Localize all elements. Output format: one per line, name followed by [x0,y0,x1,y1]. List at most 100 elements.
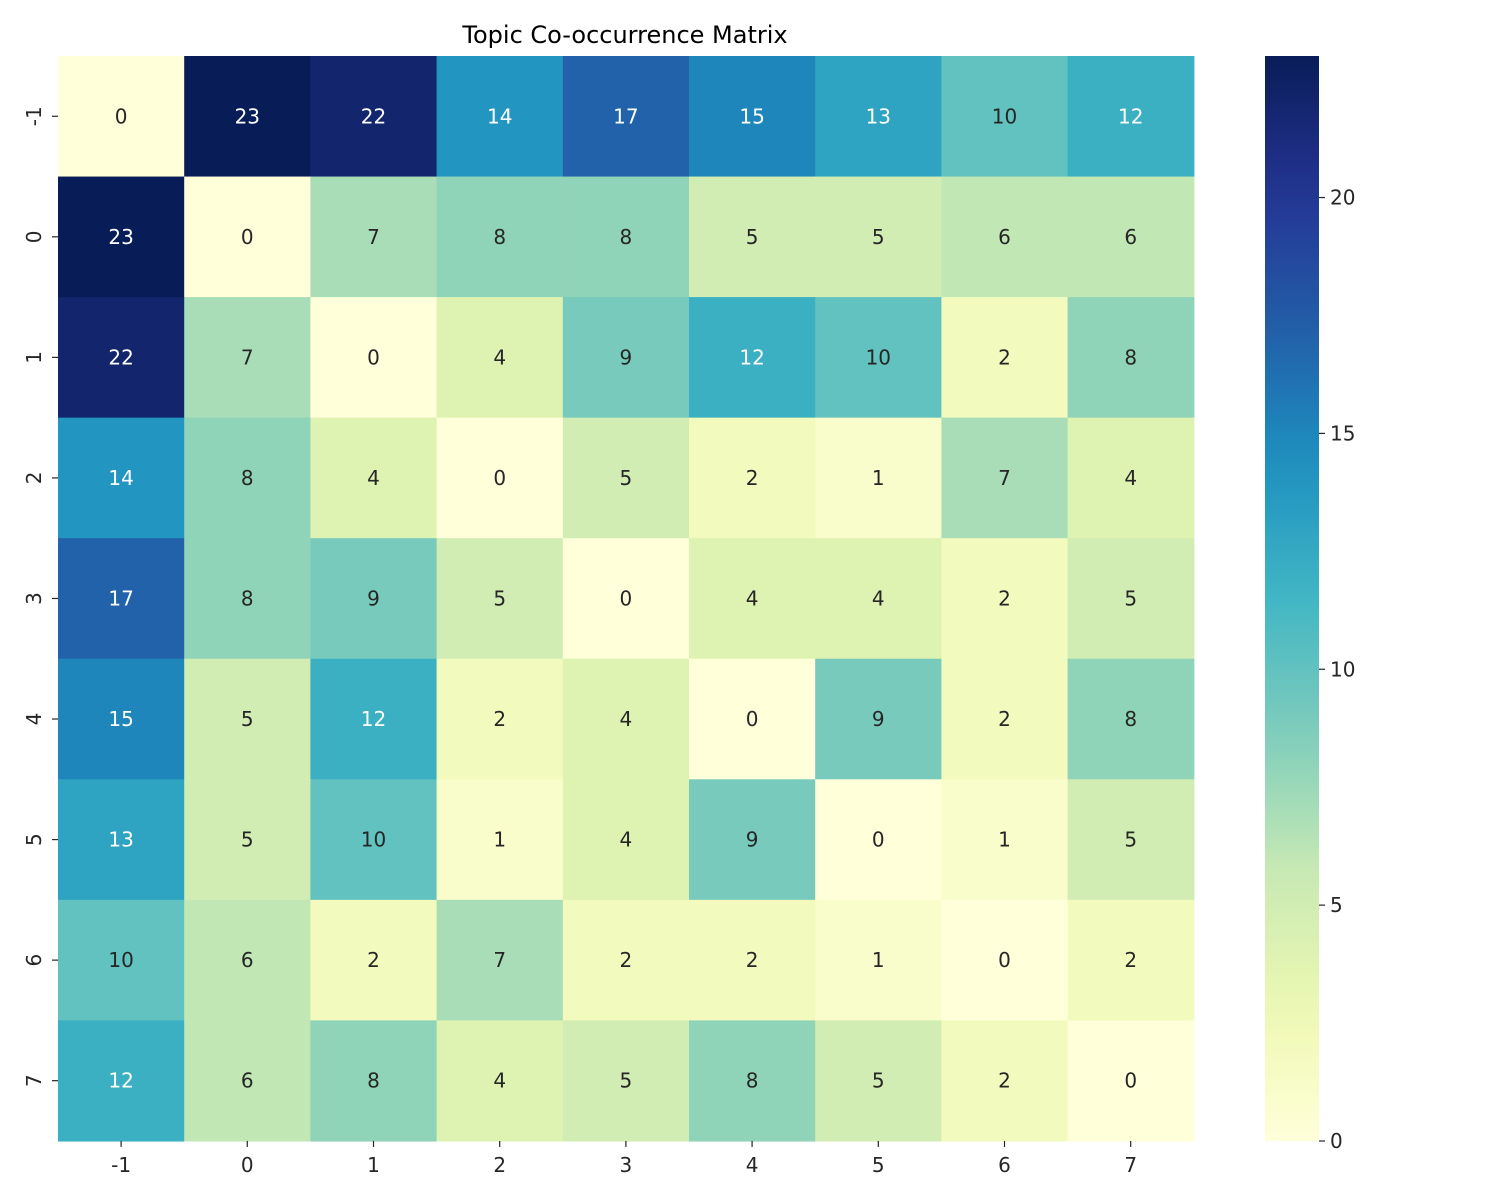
heatmap-cell [689,297,816,419]
heatmap-cell [310,899,438,1021]
heatmap-cell [689,658,816,780]
heatmap-cell [310,417,438,539]
cell-value-label: 2 [746,466,759,490]
cell-value-label: 15 [108,707,133,731]
heatmap-cell [941,297,1069,419]
cell-value-label: 13 [108,828,133,852]
y-axis: -1 0 1 2 3 4 5 6 7 [22,106,58,1087]
cell-value-label: 0 [746,707,759,731]
heatmap-cell [310,176,438,298]
cell-value-label: 12 [1118,104,1143,128]
heatmap-cell [310,297,438,419]
cell-value-label: 22 [108,345,133,369]
x-tick-label: 2 [493,1153,506,1177]
cell-value-label: 8 [1124,345,1137,369]
heatmap-cell [310,1020,438,1142]
heatmap-cell [184,658,311,780]
cell-value-label: 1 [872,466,885,490]
colorbar-tick-label: 10 [1330,657,1355,681]
cell-value-label: 2 [493,707,506,731]
cell-value-label: 0 [115,104,128,128]
cell-value-label: 7 [241,345,254,369]
heatmap-cell [1067,658,1195,780]
heatmap-cell [941,779,1069,901]
heatmap-cell [815,538,942,660]
heatmap-cell [815,417,942,539]
x-tick-label: 3 [620,1153,633,1177]
heatmap-cell [815,176,942,298]
heatmap-cell [941,176,1069,298]
x-tick-label: 1 [367,1153,380,1177]
heatmap-cell [58,176,185,298]
heatmap-cell [58,297,185,419]
cell-value-label: 4 [872,586,885,610]
cell-value-label: 17 [613,104,638,128]
cell-value-label: 0 [1124,1069,1137,1093]
cell-value-label: 10 [361,828,386,852]
colorbar-tick-label: 0 [1330,1129,1343,1153]
heatmap-cell [184,417,311,539]
cell-value-label: 9 [746,828,759,852]
cell-value-label: 5 [872,1069,885,1093]
cell-value-label: 23 [235,104,260,128]
cell-value-label: 6 [1124,225,1137,249]
heatmap-cell [562,417,690,539]
cell-value-label: 2 [746,948,759,972]
cell-value-label: 22 [361,104,386,128]
heatmap-cell [562,779,690,901]
heatmap-cell [562,658,690,780]
heatmap-cell [815,1020,942,1142]
heatmap-cell [436,538,564,660]
cell-value-label: 2 [998,345,1011,369]
cell-value-label: 8 [367,1069,380,1093]
cell-value-label: 5 [493,586,506,610]
cell-value-label: 15 [739,104,764,128]
cell-value-label: 17 [108,586,133,610]
cell-value-label: 23 [108,225,133,249]
x-tick-label: 0 [241,1153,254,1177]
cell-value-label: 7 [998,466,1011,490]
cell-value-label: 8 [746,1069,759,1093]
cell-value-label: 8 [241,466,254,490]
chart-title: Topic Co-occurrence Matrix [461,21,787,49]
cell-value-label: 0 [620,586,633,610]
colorbar-tick-label: 15 [1330,421,1355,445]
heatmap-cell [941,899,1069,1021]
cell-value-label: 2 [367,948,380,972]
heatmap-cell [1067,899,1195,1021]
cell-value-label: 14 [108,466,133,490]
heatmap-cell [184,56,311,178]
cell-value-label: 5 [872,225,885,249]
heatmap-cell [436,899,564,1021]
cell-value-label: 1 [872,948,885,972]
cell-value-label: 2 [998,586,1011,610]
cell-value-label: 4 [620,828,633,852]
cell-value-label: 1 [998,828,1011,852]
cell-value-label: 2 [620,948,633,972]
cell-value-label: 12 [739,345,764,369]
y-tick-label: 7 [22,1074,46,1087]
heatmap-cell [689,779,816,901]
heatmap-cell [941,658,1069,780]
colorbar-gradient [1265,56,1319,1141]
cell-value-label: 8 [493,225,506,249]
cell-value-label: 10 [992,104,1017,128]
heatmap-cell [562,538,690,660]
heatmap-cell [436,176,564,298]
cell-value-label: 0 [493,466,506,490]
x-axis: -1 0 1 2 3 4 5 6 7 [111,1140,1137,1177]
heatmap-cell [815,56,942,178]
x-tick-label: 7 [1124,1153,1137,1177]
heatmap-cell [562,176,690,298]
cell-value-label: 5 [1124,586,1137,610]
cell-value-label: 0 [998,948,1011,972]
cell-value-label: 5 [241,828,254,852]
heatmap-cell [1067,56,1195,178]
cell-value-label: 8 [1124,707,1137,731]
heatmap-cell [815,658,942,780]
x-tick-label: 5 [872,1153,885,1177]
heatmap-cell [1067,176,1195,298]
cell-value-label: 14 [487,104,512,128]
